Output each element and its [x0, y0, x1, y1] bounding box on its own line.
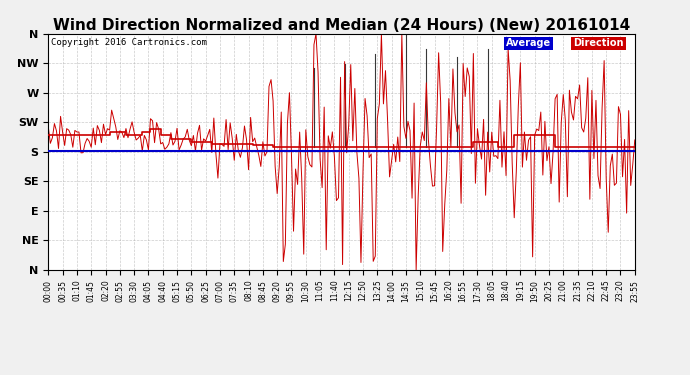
Text: Average: Average: [506, 39, 551, 48]
Title: Wind Direction Normalized and Median (24 Hours) (New) 20161014: Wind Direction Normalized and Median (24…: [53, 18, 630, 33]
Text: Copyright 2016 Cartronics.com: Copyright 2016 Cartronics.com: [51, 39, 207, 48]
Text: Direction: Direction: [573, 39, 624, 48]
